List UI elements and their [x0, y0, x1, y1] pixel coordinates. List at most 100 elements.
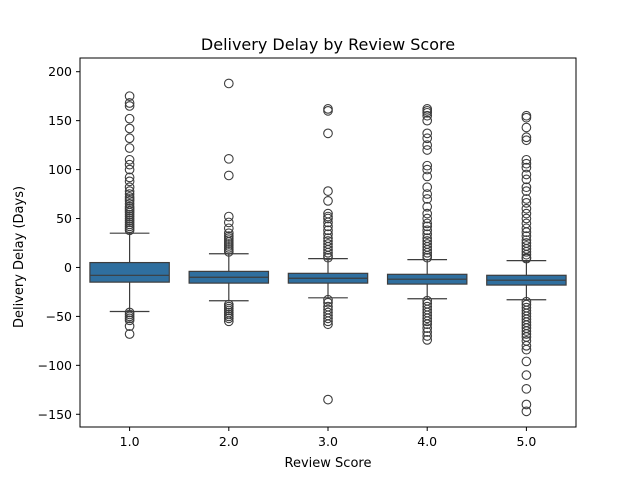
outlier-point: [521, 218, 532, 229]
outlier-point: [422, 145, 433, 155]
outlier-point: [223, 170, 234, 181]
box-group-3-0: [287, 104, 369, 405]
outlier-point: [422, 201, 433, 212]
outlier-point: [124, 101, 135, 111]
outlier-point: [521, 132, 532, 143]
outlier-point: [323, 316, 333, 327]
outlier-point: [422, 327, 433, 337]
outlier-point: [124, 164, 135, 175]
outlier-point: [323, 319, 333, 330]
box-group-1-0: [89, 91, 170, 339]
outlier-point: [124, 91, 135, 102]
outlier-point: [422, 313, 433, 324]
y-tick-label: −50: [46, 309, 72, 324]
outlier-point: [521, 110, 532, 121]
outlier-point: [422, 323, 433, 333]
outlier-point: [422, 160, 433, 171]
outlier-point: [422, 331, 433, 341]
outlier-point: [323, 128, 333, 139]
outlier-point: [422, 247, 433, 258]
y-axis: −150 −100 −50 0 50 100 150 200: [38, 64, 80, 422]
outlier-point: [422, 208, 433, 219]
y-tick-label: 100: [48, 162, 72, 177]
outlier-point: [223, 153, 234, 164]
outlier-point: [223, 223, 234, 234]
outlier-point: [521, 249, 532, 260]
y-tick-label: 150: [48, 113, 72, 128]
outlier-point: [422, 213, 433, 224]
x-tick-label: 2.0: [219, 434, 239, 449]
chart-title: Delivery Delay by Review Score: [201, 35, 455, 54]
outlier-point: [521, 340, 532, 351]
outlier-point: [521, 112, 532, 123]
box-group-5-0: [486, 110, 567, 417]
outlier-point: [521, 182, 532, 193]
outlier-point: [323, 217, 333, 228]
outlier-point: [323, 294, 333, 305]
outlier-point: [521, 399, 532, 410]
outlier-point: [422, 133, 433, 144]
outlier-point: [124, 159, 135, 170]
outlier-point: [124, 189, 135, 199]
outlier-point: [521, 158, 532, 169]
outlier-point: [422, 171, 433, 182]
x-tick-label: 3.0: [318, 434, 338, 449]
x-tick-label: 4.0: [417, 434, 437, 449]
outlier-point: [422, 319, 433, 330]
box-group-4-0: [386, 104, 468, 345]
outlier-point: [323, 313, 333, 324]
outlier-point: [124, 315, 135, 326]
outlier-point: [223, 246, 234, 257]
box-group-2-0: [188, 78, 270, 327]
outlier-point: [521, 329, 532, 339]
outlier-point: [521, 326, 532, 336]
outlier-point: [521, 194, 532, 204]
outlier-point: [422, 225, 433, 236]
x-tick-label: 1.0: [120, 434, 140, 449]
outlier-point: [521, 383, 532, 394]
outlier-point: [422, 316, 433, 327]
outlier-point: [422, 229, 433, 240]
outlier-point: [223, 313, 234, 324]
outlier-point: [521, 169, 532, 180]
outlier-point: [124, 329, 135, 339]
outlier-point: [124, 143, 135, 153]
outlier-point: [521, 246, 532, 257]
outlier-point: [223, 316, 234, 327]
outlier-point: [323, 394, 333, 405]
outlier-point: [422, 194, 433, 204]
outlier-point: [422, 189, 433, 199]
outlier-point: [323, 186, 333, 196]
x-tick-label: 5.0: [516, 434, 536, 449]
outlier-point: [521, 186, 532, 196]
outlier-point: [422, 115, 433, 126]
outlier-point: [323, 229, 333, 240]
outlier-point: [521, 231, 532, 241]
outlier-point: [223, 217, 234, 228]
iqr-box: [89, 261, 170, 283]
outlier-point: [323, 297, 333, 308]
y-tick-label: 50: [56, 211, 72, 226]
outlier-point: [422, 182, 433, 193]
x-axis: 1.0 2.0 3.0 4.0 5.0: [120, 427, 536, 449]
outlier-point: [521, 227, 532, 238]
outlier-point: [323, 247, 333, 258]
outlier-point: [521, 154, 532, 165]
outlier-point: [422, 106, 433, 116]
outlier-point: [422, 252, 433, 263]
plot-area: [79, 57, 577, 428]
outlier-point: [521, 370, 532, 380]
y-tick-label: 0: [64, 260, 72, 275]
outlier-point: [422, 107, 433, 118]
outlier-point: [124, 321, 135, 332]
outlier-point: [323, 106, 333, 116]
outlier-point: [124, 133, 135, 144]
outlier-point: [223, 78, 234, 89]
outlier-point: [124, 186, 135, 196]
outlier-point: [521, 208, 532, 219]
outlier-point: [521, 406, 532, 417]
outlier-point: [521, 162, 532, 173]
outlier-point: [422, 218, 433, 229]
outlier-point: [323, 252, 333, 263]
